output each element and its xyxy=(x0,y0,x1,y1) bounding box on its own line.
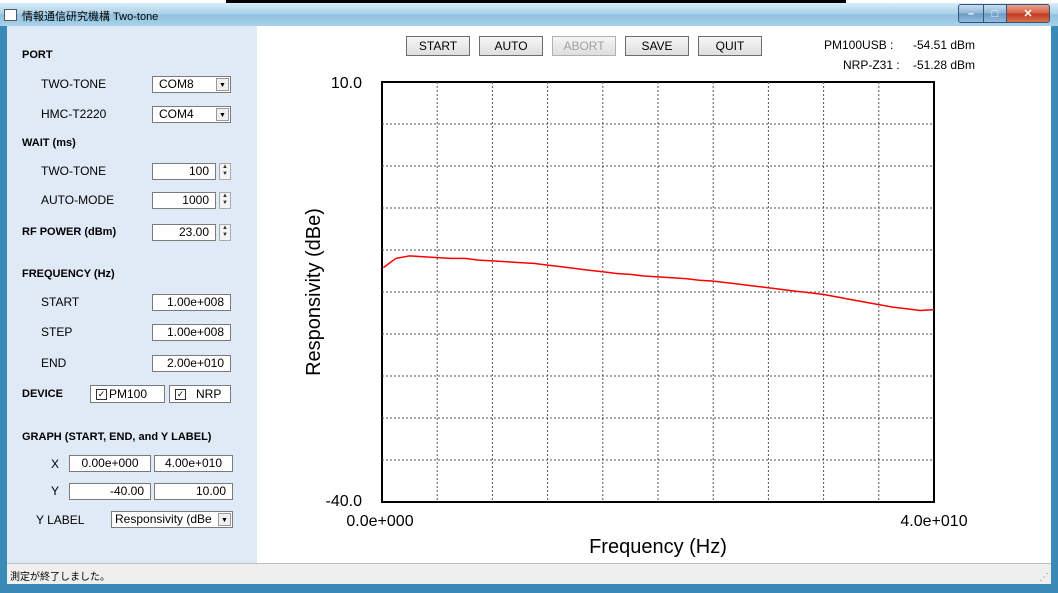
pm100-checkbox[interactable]: ✓ PM100 xyxy=(90,385,165,403)
graph-x-start-value: 0.00e+000 xyxy=(81,456,139,470)
y-tick-bottom: -40.0 xyxy=(326,493,363,510)
responsivity-chart: 10.0 -40.0 0.0e+000 4.0e+010 Frequency (… xyxy=(303,75,968,558)
port-two-tone-value: COM8 xyxy=(159,77,194,91)
freq-start-input[interactable]: 1.00e+008 xyxy=(152,294,231,311)
rf-power-input[interactable]: 23.00 xyxy=(152,224,216,241)
checkmark-icon: ✓ xyxy=(175,389,186,400)
port-hmc-value: COM4 xyxy=(159,107,194,121)
frequency-header: FREQUENCY (Hz) xyxy=(22,268,115,280)
y-axis-title: Responsivity (dBe) xyxy=(303,208,325,376)
port-two-tone-select[interactable]: COM8 ▼ xyxy=(152,76,231,93)
nrp-readout-value: -51.28 dBm xyxy=(913,58,976,72)
chevron-down-icon[interactable]: ▼ xyxy=(216,78,229,91)
minimize-button[interactable]: – xyxy=(958,4,984,23)
graph-ylabel-select[interactable]: Responsivity (dBe ▼ xyxy=(111,511,233,528)
x-axis-title: Frequency (Hz) xyxy=(589,536,727,558)
pm100-label: PM100 xyxy=(109,387,148,401)
freq-step-input[interactable]: 1.00e+008 xyxy=(152,324,231,341)
freq-end-input[interactable]: 2.00e+010 xyxy=(152,355,231,372)
spin-up-icon[interactable]: ▲ xyxy=(222,225,228,231)
close-icon: ✕ xyxy=(1023,8,1033,20)
series-line xyxy=(382,255,935,312)
graph-x-end-input[interactable]: 4.00e+010 xyxy=(154,455,233,472)
x-tick-left: 0.0e+000 xyxy=(346,513,413,530)
resize-grip-icon[interactable]: ⋰ xyxy=(1039,572,1049,583)
freq-step-value: 1.00e+008 xyxy=(166,325,224,339)
quit-button[interactable]: QUIT xyxy=(698,36,762,56)
x-tick-right: 4.0e+010 xyxy=(900,513,967,530)
graph-x-label: X xyxy=(51,457,60,471)
grid-lines xyxy=(382,82,934,502)
settings-panel: PORT TWO-TONE COM8 ▼ HMC-T2220 COM4 ▼ WAIT… xyxy=(7,26,257,563)
minimize-icon: – xyxy=(967,7,975,20)
pm100-readout-label: PM100USB : xyxy=(824,38,894,52)
pm100-readout-value: -54.51 dBm xyxy=(913,38,976,52)
window-title: 情報通信研究機構 Two-tone xyxy=(22,11,159,23)
nrp-checkbox[interactable]: ✓ NRP xyxy=(169,385,231,403)
y-tick-top: 10.0 xyxy=(331,75,362,92)
wait-header: WAIT (ms) xyxy=(22,137,76,149)
freq-end-value: 2.00e+010 xyxy=(166,356,224,370)
freq-end-label: END xyxy=(41,356,67,370)
top-rule xyxy=(226,0,846,3)
app-icon xyxy=(4,9,17,21)
spin-up-icon[interactable]: ▲ xyxy=(222,164,228,170)
graph-header: GRAPH (START, END, and Y LABEL) xyxy=(22,431,212,443)
maximize-icon: □ xyxy=(991,7,999,20)
port-hmc-select[interactable]: COM4 ▼ xyxy=(152,106,231,123)
top-band xyxy=(0,0,1058,3)
port-two-tone-label: TWO-TONE xyxy=(41,77,107,91)
chevron-down-icon[interactable]: ▼ xyxy=(218,513,231,526)
graph-y-end-value: 10.00 xyxy=(195,484,226,498)
wait-auto-value: 1000 xyxy=(182,193,209,207)
nrp-readout-label: NRP-Z31 : xyxy=(843,58,900,72)
chevron-down-icon[interactable]: ▼ xyxy=(216,108,229,121)
status-text: 測定が終了しました。 xyxy=(10,572,110,583)
wait-two-tone-spinner[interactable]: ▲ ▼ xyxy=(219,163,231,180)
rf-power-spinner[interactable]: ▲ ▼ xyxy=(219,224,231,241)
spin-down-icon[interactable]: ▼ xyxy=(222,200,228,206)
wait-auto-label: AUTO-MODE xyxy=(41,193,115,207)
graph-y-start-input[interactable]: -40.00 xyxy=(69,483,151,500)
save-button[interactable]: SAVE xyxy=(625,36,689,56)
port-header: PORT xyxy=(22,49,53,61)
close-button[interactable]: ✕ xyxy=(1007,4,1050,23)
start-button[interactable]: START xyxy=(406,36,470,56)
title-bar[interactable]: 情報通信研究機構 Two-tone – □ ✕ xyxy=(0,3,1058,26)
graph-x-start-input[interactable]: 0.00e+000 xyxy=(69,455,151,472)
client-area: PORT TWO-TONE COM8 ▼ HMC-T2220 COM4 ▼ WAIT… xyxy=(7,26,1051,563)
port-hmc-label: HMC-T2220 xyxy=(41,107,107,121)
freq-step-label: STEP xyxy=(41,325,73,339)
wait-two-tone-label: TWO-TONE xyxy=(41,164,107,178)
graph-y-label: Y xyxy=(51,484,60,498)
wait-two-tone-input[interactable]: 100 xyxy=(152,163,216,180)
graph-ylabel-value: Responsivity (dBe xyxy=(115,512,212,526)
spin-up-icon[interactable]: ▲ xyxy=(222,193,228,199)
nrp-label: NRP xyxy=(196,387,222,401)
device-header: DEVICE xyxy=(22,388,63,400)
graph-ylabel-label: Y LABEL xyxy=(36,513,85,527)
maximize-button[interactable]: □ xyxy=(984,4,1007,23)
spin-down-icon[interactable]: ▼ xyxy=(222,171,228,177)
wait-two-tone-value: 100 xyxy=(188,164,209,178)
wait-auto-input[interactable]: 1000 xyxy=(152,192,216,209)
graph-x-end-value: 4.00e+010 xyxy=(164,456,223,470)
spin-down-icon[interactable]: ▼ xyxy=(222,232,228,238)
rf-power-header: RF POWER (dBm) xyxy=(22,226,117,238)
caption-buttons: – □ ✕ xyxy=(958,4,1050,23)
auto-button[interactable]: AUTO xyxy=(479,36,543,56)
graph-y-start-value: -40.00 xyxy=(109,484,144,498)
freq-start-label: START xyxy=(41,295,80,309)
abort-button[interactable]: ABORT xyxy=(552,36,616,56)
graph-y-end-input[interactable]: 10.00 xyxy=(154,483,233,500)
rf-power-value: 23.00 xyxy=(178,225,209,239)
wait-auto-spinner[interactable]: ▲ ▼ xyxy=(219,192,231,209)
freq-start-value: 1.00e+008 xyxy=(166,295,224,309)
status-bar: 測定が終了しました。 ⋰ xyxy=(7,563,1051,584)
checkmark-icon: ✓ xyxy=(96,389,107,400)
